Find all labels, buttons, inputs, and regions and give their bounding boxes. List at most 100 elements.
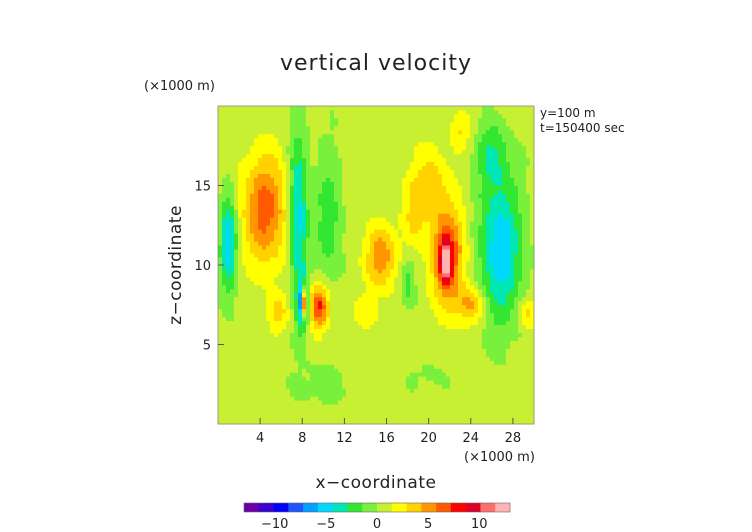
heatmap-cell: [218, 161, 223, 167]
heatmap-cell: [346, 412, 351, 417]
heatmap-cell: [434, 173, 439, 178]
heatmap-cell: [286, 213, 291, 218]
heatmap-cell: [434, 225, 439, 230]
heatmap-cell: [410, 233, 415, 238]
heatmap-cell: [342, 340, 347, 345]
heatmap-cell: [410, 189, 415, 194]
heatmap-cell: [250, 129, 255, 135]
heatmap-cell: [406, 308, 411, 314]
heatmap-cell: [454, 149, 459, 155]
heatmap-cell: [426, 117, 431, 123]
heatmap-cell: [290, 376, 295, 381]
heatmap-cell: [442, 153, 447, 159]
heatmap-cell: [222, 265, 227, 270]
heatmap-cell: [326, 153, 331, 159]
heatmap-cell: [462, 245, 467, 250]
heatmap-cell: [394, 145, 399, 151]
heatmap-cell: [346, 368, 351, 373]
heatmap-cell: [250, 117, 255, 123]
heatmap-cell: [398, 137, 403, 143]
heatmap-cell: [318, 261, 323, 266]
heatmap-cell: [378, 388, 383, 393]
heatmap-cell: [226, 308, 231, 314]
heatmap-cell: [246, 253, 251, 258]
heatmap-cell: [242, 205, 247, 210]
heatmap-cell: [326, 312, 331, 318]
heatmap-cell: [294, 332, 299, 337]
heatmap-cell: [402, 145, 407, 151]
heatmap-cell: [230, 153, 235, 159]
heatmap-cell: [462, 225, 467, 230]
heatmap-cell: [358, 193, 363, 198]
heatmap-cell: [358, 197, 363, 202]
heatmap-cell: [306, 221, 311, 226]
heatmap-cell: [458, 153, 463, 159]
heatmap-cell: [462, 117, 467, 123]
heatmap-cell: [462, 106, 467, 111]
heatmap-cell: [374, 106, 379, 111]
heatmap-cell: [366, 304, 371, 310]
heatmap-cell: [306, 129, 311, 135]
heatmap-cell: [238, 177, 243, 182]
heatmap-cell: [222, 233, 227, 238]
heatmap-cell: [358, 205, 363, 210]
heatmap-cell: [218, 304, 223, 310]
heatmap-cell: [350, 125, 355, 131]
heatmap-cell: [350, 189, 355, 194]
heatmap-cell: [326, 272, 331, 278]
heatmap-cell: [410, 336, 415, 341]
heatmap-cell: [402, 300, 407, 306]
heatmap-cell: [258, 133, 263, 139]
heatmap-cell: [386, 157, 391, 163]
heatmap-cell: [430, 384, 435, 389]
heatmap-cell: [258, 352, 263, 357]
heatmap-cell: [322, 384, 327, 389]
heatmap-cell: [258, 368, 263, 373]
heatmap-cell: [278, 312, 283, 318]
heatmap-cell: [234, 292, 239, 298]
heatmap-cell: [446, 376, 451, 381]
heatmap-cell: [350, 165, 355, 171]
heatmap-cell: [310, 288, 315, 294]
heatmap-cell: [330, 209, 335, 214]
heatmap-cell: [422, 113, 427, 119]
heatmap-cell: [230, 312, 235, 318]
heatmap-cell: [222, 185, 227, 190]
heatmap-cell: [238, 412, 243, 417]
heatmap-cell: [386, 304, 391, 310]
heatmap-cell: [270, 372, 275, 377]
heatmap-cell: [286, 372, 291, 377]
heatmap-cell: [334, 109, 339, 115]
heatmap-cell: [434, 133, 439, 139]
heatmap-cell: [462, 253, 467, 258]
heatmap-cell: [378, 253, 383, 258]
heatmap-cell: [310, 276, 315, 282]
heatmap-cell: [462, 412, 467, 417]
heatmap-cell: [406, 284, 411, 290]
heatmap-cell: [466, 336, 471, 341]
heatmap-cell: [326, 141, 331, 147]
heatmap-cell: [218, 284, 223, 290]
heatmap-cell: [314, 165, 319, 171]
heatmap-cell: [310, 149, 315, 155]
heatmap-cell: [254, 229, 259, 234]
heatmap-cell: [394, 404, 399, 409]
heatmap-cell: [354, 113, 359, 119]
heatmap-cell: [410, 328, 415, 333]
heatmap-cell: [366, 177, 371, 182]
heatmap-cell: [330, 117, 335, 123]
heatmap-cell: [378, 125, 383, 131]
heatmap-cell: [418, 336, 423, 341]
heatmap-cell: [382, 153, 387, 159]
heatmap-cell: [386, 340, 391, 345]
heatmap-cell: [258, 233, 263, 238]
heatmap-cell: [254, 328, 259, 333]
heatmap-cell: [318, 396, 323, 401]
heatmap-cell: [442, 304, 447, 310]
heatmap-cell: [406, 384, 411, 389]
heatmap-cell: [442, 408, 447, 413]
heatmap-cell: [410, 137, 415, 143]
heatmap-cell: [338, 340, 343, 345]
heatmap-cell: [226, 404, 231, 409]
heatmap-cell: [418, 153, 423, 159]
